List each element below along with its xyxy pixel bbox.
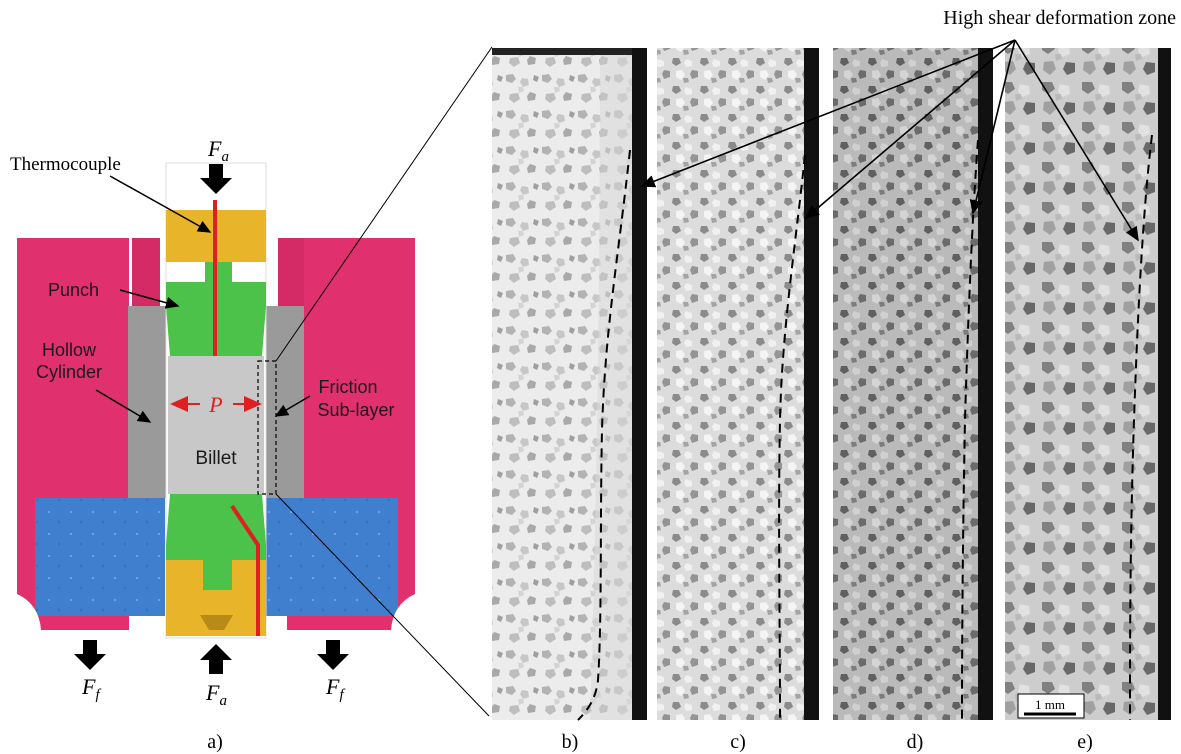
scale-bar-label: 1 mm bbox=[1035, 697, 1065, 712]
force-arrow-bottom-left bbox=[74, 640, 106, 670]
schematic-panel: P Thermocouple Punch Hollow Cylinder Bil… bbox=[10, 136, 415, 709]
friction-sublayer-box bbox=[257, 360, 277, 495]
force-arrow-top bbox=[200, 164, 232, 194]
svg-text:Ff: Ff bbox=[81, 674, 101, 703]
force-label-right: F bbox=[325, 674, 340, 699]
billet-label: Billet bbox=[195, 448, 237, 469]
billet bbox=[168, 356, 264, 494]
micrograph-e: 1 mm bbox=[1005, 48, 1171, 721]
hollow-cylinder-leader bbox=[95, 389, 152, 423]
high-shear-title: High shear deformation zone bbox=[943, 7, 1176, 29]
bottom-punch bbox=[166, 494, 266, 560]
zoom-line-bottom bbox=[275, 493, 490, 717]
panel-label-d: d) bbox=[907, 731, 924, 753]
hollow-cylinder-right bbox=[264, 306, 304, 498]
high-shear-arrows bbox=[640, 39, 1139, 242]
micrograph-b bbox=[492, 48, 647, 721]
thermocouple-wire-bottom bbox=[230, 504, 260, 636]
friction-label-2: Sub-layer bbox=[317, 400, 394, 420]
punch-leader bbox=[119, 289, 180, 309]
svg-text:Ff: Ff bbox=[325, 674, 345, 703]
panel-label-a: a) bbox=[207, 731, 223, 753]
force-arrow-bottom-center bbox=[200, 644, 232, 674]
hollow-cylinder-label-1: Hollow bbox=[42, 340, 97, 360]
shear-zone-boundary-d bbox=[961, 139, 979, 721]
force-label-right-sub: f bbox=[339, 687, 345, 703]
micrograph-d bbox=[833, 48, 993, 721]
force-label-left: F bbox=[81, 674, 96, 699]
pressure-label: P bbox=[208, 392, 222, 417]
friction-label-1: Friction bbox=[318, 377, 377, 397]
force-label-top: F bbox=[207, 136, 222, 161]
force-label-bottom: F bbox=[205, 680, 220, 705]
force-label-bottom-sub: a bbox=[219, 693, 227, 709]
force-label-left-sub: f bbox=[95, 687, 101, 703]
svg-text:Fa: Fa bbox=[207, 136, 229, 165]
thermocouple-leader bbox=[109, 175, 212, 233]
force-label-top-sub: a bbox=[221, 149, 229, 165]
thermocouple-label: Thermocouple bbox=[10, 154, 121, 175]
svg-text:Fa: Fa bbox=[205, 680, 227, 709]
die-channel-right bbox=[278, 238, 304, 308]
force-arrow-bottom-right bbox=[317, 640, 349, 670]
panel-label-e: e) bbox=[1077, 731, 1093, 753]
friction-leader bbox=[274, 395, 311, 417]
shear-zone-boundary-e bbox=[1129, 134, 1153, 721]
panel-label-c: c) bbox=[730, 731, 746, 753]
hollow-cylinder-left bbox=[128, 306, 168, 498]
die-channel-left bbox=[132, 238, 160, 308]
panel-label-b: b) bbox=[562, 731, 579, 753]
punch-label: Punch bbox=[48, 280, 99, 300]
hollow-cylinder-label-2: Cylinder bbox=[36, 362, 102, 382]
zoom-line-top bbox=[275, 46, 493, 362]
